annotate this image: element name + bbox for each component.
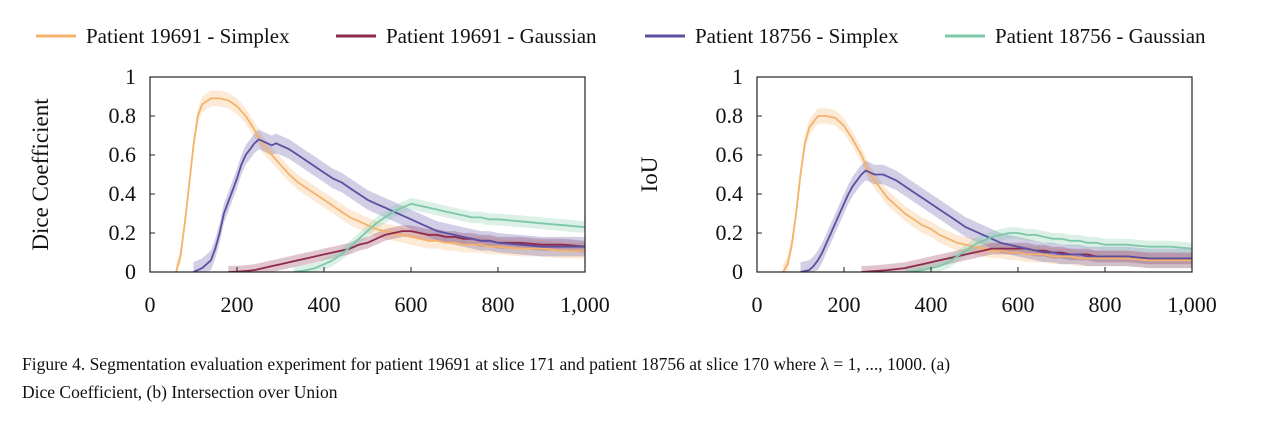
chart-panel-iou: 0 200 400 600 800 1,000 0 0.2 0.4 0.6 0.8 1 IoU [637,64,1217,317]
series-line-patient-18756-gaussian [904,232,1192,272]
legend-label: Patient 19691 - Gaussian [386,24,597,48]
y-tick-label: 1 [125,64,136,89]
y-tick-label: 0 [732,259,743,284]
series-line-patient-18756-simplex [193,138,585,272]
x-tick-label: 0 [145,292,156,317]
legend: Patient 19691 - Simplex Patient 19691 - G… [36,24,1206,48]
y-tick-label: 0 [125,259,136,284]
y-tick-label: 1 [732,64,743,89]
series-band-patient-18756-simplex [193,129,585,272]
series-band-patient-18756-gaussian [293,197,585,272]
series-line-patient-18756-gaussian [293,202,585,272]
y-tick-label: 0.8 [109,103,137,128]
y-tick-label: 0.4 [716,181,744,206]
legend-item-patient-18756-simplex: Patient 18756 - Simplex [645,24,899,48]
x-tick-label: 200 [221,292,254,317]
plot-frame [756,76,1193,273]
x-tick-label: 200 [828,292,861,317]
caption-line-1: Figure 4. Segmentation evaluation experi… [22,354,951,374]
legend-label: Patient 18756 - Gaussian [995,24,1206,48]
x-tick-label: 600 [1002,292,1035,317]
x-tick-label: 800 [482,292,515,317]
x-tick-label: 1,000 [560,292,610,317]
series-band-patient-19691-simplex [783,108,1192,272]
x-tick-label: 600 [395,292,428,317]
series-line-patient-18756-simplex [800,169,1192,272]
x-tick-label: 1,000 [1167,292,1217,317]
legend-item-patient-19691-simplex: Patient 19691 - Simplex [36,24,290,48]
plot-area [175,90,585,272]
x-tick-label: 400 [915,292,948,317]
y-tick-label: 0.8 [716,103,744,128]
y-tick-label: 0.2 [109,220,137,245]
y-axis-title: IoU [637,156,662,192]
series-band-patient-18756-gaussian [904,227,1192,272]
x-tick-label: 400 [308,292,341,317]
legend-item-patient-19691-gaussian: Patient 19691 - Gaussian [336,24,597,48]
legend-label: Patient 18756 - Simplex [695,24,899,48]
y-axis-title: Dice Coefficient [28,98,53,251]
plot-area [782,108,1192,272]
series-line-patient-19691-simplex [782,115,1192,272]
series-band-patient-19691-simplex [176,90,585,272]
x-tick-label: 0 [752,292,763,317]
y-tick-label: 0.6 [109,142,137,167]
series-band-patient-19691-gaussian [228,225,585,272]
x-tick-label: 800 [1089,292,1122,317]
caption-line-2: Dice Coefficient, (b) Intersection over … [22,382,338,402]
figure-caption: Figure 4. Segmentation evaluation experi… [22,350,1258,406]
series-band-patient-18756-simplex [800,160,1192,272]
legend-label: Patient 19691 - Simplex [86,24,290,48]
y-tick-label: 0.6 [716,142,744,167]
legend-item-patient-18756-gaussian: Patient 18756 - Gaussian [945,24,1206,48]
y-tick-label: 0.2 [716,220,744,245]
series-line-patient-19691-simplex [175,97,585,272]
plot-frame [149,76,586,273]
y-tick-label: 0.4 [109,181,137,206]
chart-panel-dice: 0 200 400 600 800 1,000 0 0.2 0.4 0.6 0.8 1 Dice Coe… [28,64,610,317]
